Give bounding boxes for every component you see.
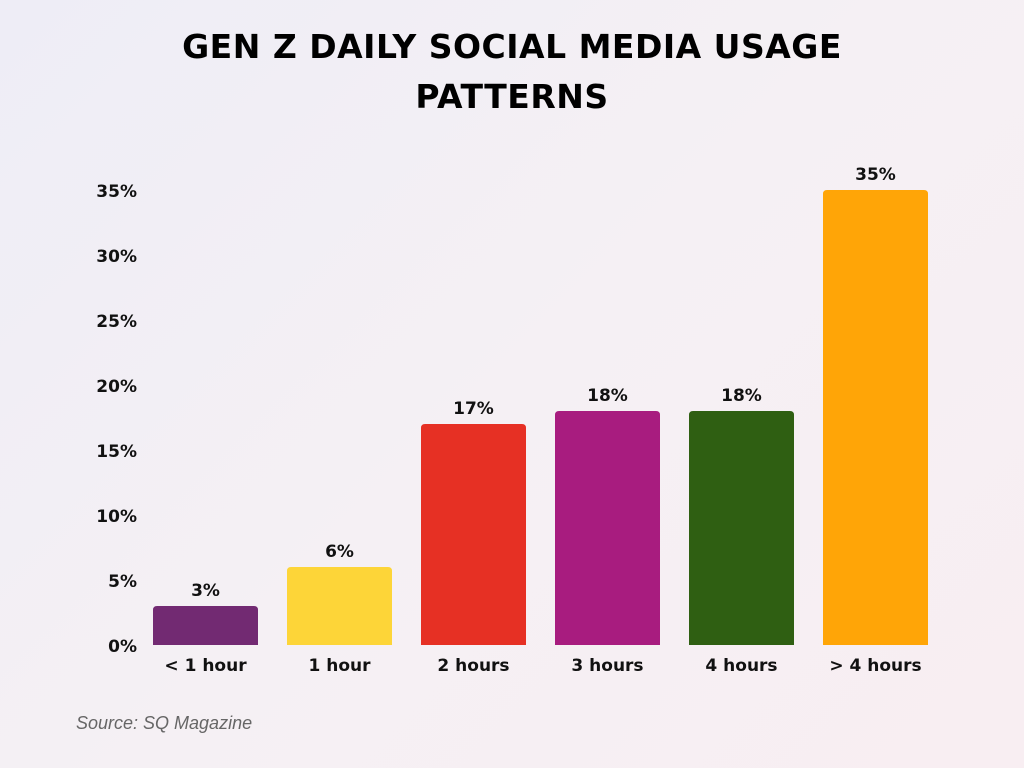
x-tick-label: 2 hours (437, 656, 509, 676)
bar-1 (153, 606, 258, 645)
y-tick-label: 10% (96, 507, 137, 527)
chart-title-line-1: GEN Z DAILY SOCIAL MEDIA USAGE (182, 27, 842, 66)
data-label: 17% (453, 399, 494, 419)
y-tick-label: 35% (96, 182, 137, 202)
bar-2 (287, 567, 392, 645)
x-tick-label: 1 hour (308, 656, 371, 676)
source-note: Source: SQ Magazine (76, 713, 253, 733)
data-label: 18% (721, 386, 762, 406)
data-label: 6% (325, 542, 354, 562)
bar-4 (555, 411, 660, 645)
x-tick-label: > 4 hours (829, 656, 921, 676)
x-tick-label: < 1 hour (164, 656, 247, 676)
y-tick-label: 25% (96, 312, 137, 332)
chart-title-line-2: PATTERNS (415, 77, 609, 116)
y-tick-label: 20% (96, 377, 137, 397)
y-tick-label: 0% (108, 637, 137, 657)
data-label: 18% (587, 386, 628, 406)
bar-6 (823, 190, 928, 645)
y-tick-label: 15% (96, 442, 137, 462)
x-tick-label: 4 hours (705, 656, 777, 676)
chart-title: GEN Z DAILY SOCIAL MEDIA USAGE PATTERNS (0, 22, 1024, 122)
y-tick-label: 30% (96, 247, 137, 267)
bar-3 (421, 424, 526, 645)
data-label: 3% (191, 581, 220, 601)
data-label: 35% (855, 165, 896, 185)
y-tick-label: 5% (108, 572, 137, 592)
x-tick-label: 3 hours (571, 656, 643, 676)
bar-5 (689, 411, 794, 645)
